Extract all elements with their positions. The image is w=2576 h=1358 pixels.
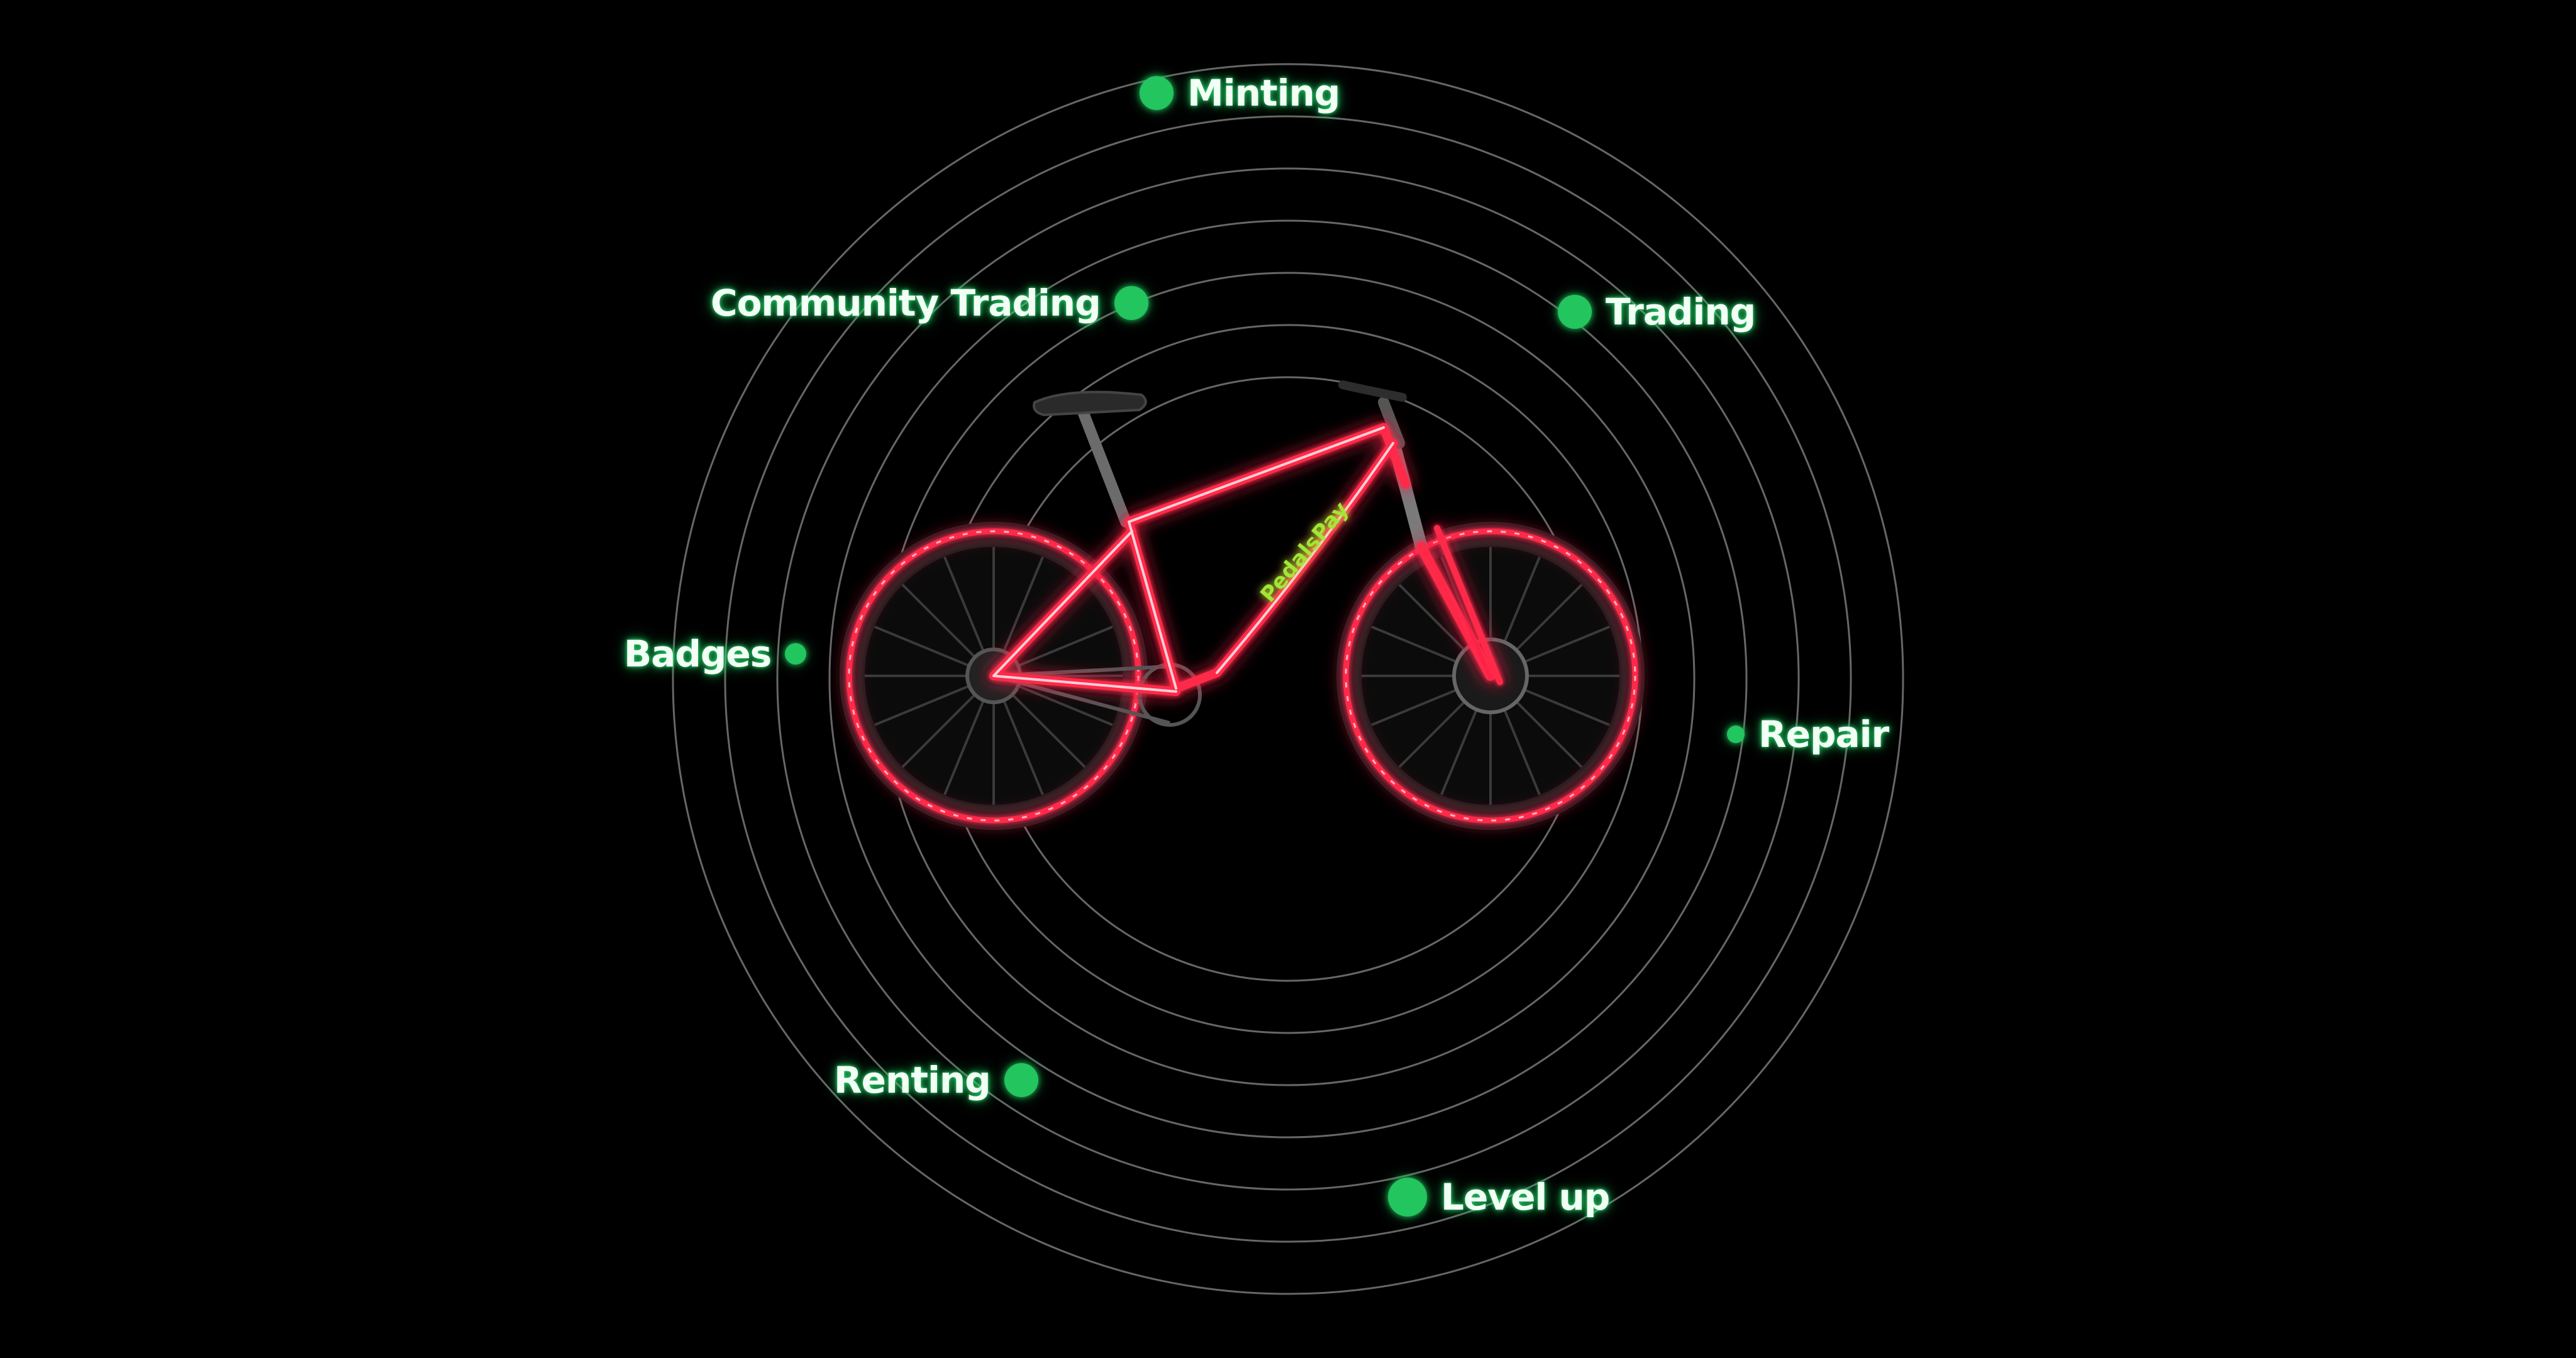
dot-icon <box>1004 1063 1038 1097</box>
node-label: Minting <box>1187 72 1340 114</box>
dot-icon <box>1388 1178 1427 1217</box>
node-trading[interactable]: Trading <box>1558 290 1756 333</box>
frame-core <box>992 426 1394 693</box>
node-level-up[interactable]: Level up <box>1388 1176 1610 1218</box>
node-label: Repair <box>1758 713 1889 756</box>
ring-4 <box>828 219 1748 1139</box>
ring-6 <box>724 115 1852 1243</box>
seat <box>1033 390 1147 527</box>
dot-icon <box>785 643 807 665</box>
node-label: Community Trading <box>711 282 1101 324</box>
dot-icon <box>1140 76 1174 110</box>
node-label: Badges <box>624 632 772 675</box>
node-repair[interactable]: Repair <box>1727 713 1889 756</box>
ring-5 <box>776 167 1800 1191</box>
dot-icon <box>1114 286 1148 320</box>
node-label: Renting <box>834 1059 991 1101</box>
node-renting[interactable]: Renting <box>834 1059 1038 1101</box>
node-minting[interactable]: Minting <box>1140 72 1340 114</box>
brand-text: PedalsPay <box>1255 497 1353 607</box>
bicycle-icon: PedalsPay <box>840 380 1645 830</box>
node-label: Trading <box>1606 290 1756 333</box>
node-label: Level up <box>1441 1176 1610 1218</box>
node-community-trading[interactable]: Community Trading <box>711 282 1148 324</box>
node-badges[interactable]: Badges <box>624 632 807 675</box>
handlebar <box>1338 380 1407 449</box>
concentric-rings <box>672 63 1904 1295</box>
ring-7 <box>672 63 1904 1295</box>
dot-icon <box>1727 726 1745 743</box>
dot-icon <box>1558 295 1592 329</box>
